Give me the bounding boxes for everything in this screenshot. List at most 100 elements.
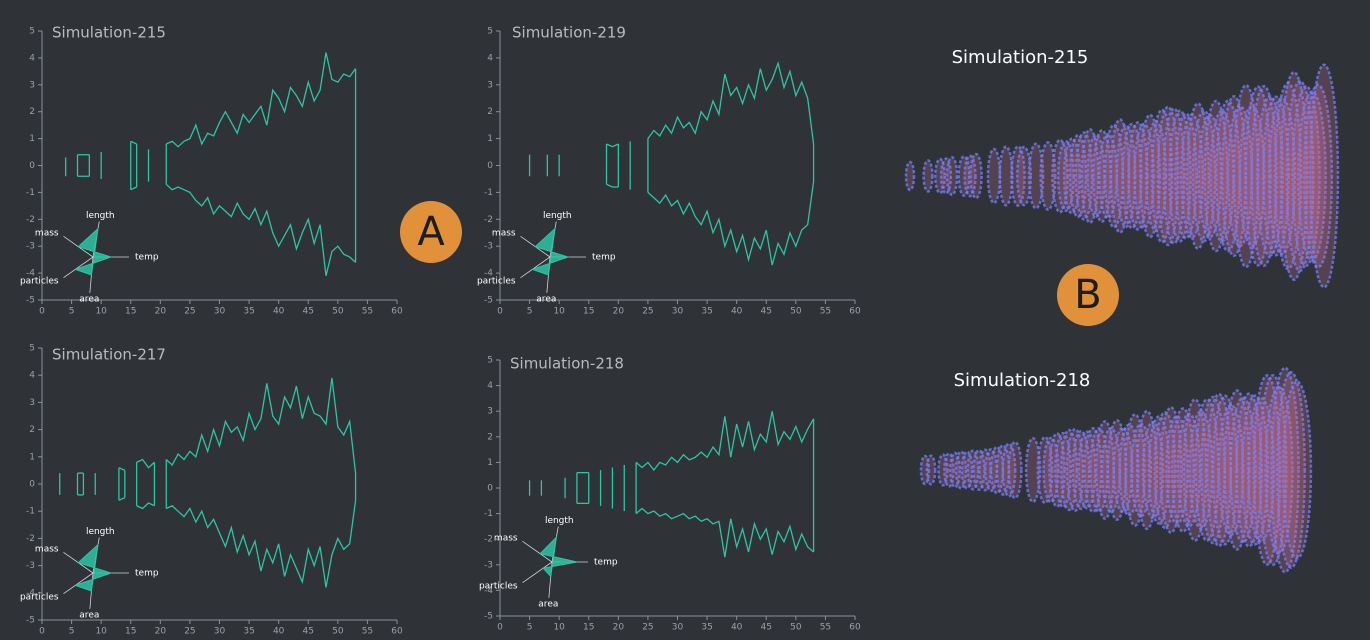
y-tick-label: -2 [484, 535, 493, 545]
x-tick-label: 25 [642, 307, 653, 317]
chart-title: Simulation-218 [510, 355, 624, 373]
glyph-label: area [538, 599, 558, 609]
x-tick-label: 55 [820, 307, 831, 317]
x-tick-label: 0 [497, 623, 503, 633]
marker-badge [400, 201, 462, 263]
render-ring [1275, 370, 1307, 570]
x-tick-label: 0 [497, 307, 503, 317]
x-tick-label: 15 [125, 307, 136, 317]
y-tick-label: 5 [487, 356, 493, 366]
glyph-label: temp [135, 569, 159, 579]
y-tick-label: -4 [484, 269, 493, 279]
profile-line [635, 411, 815, 472]
render-ring [1200, 395, 1226, 545]
x-tick-label: 20 [613, 623, 625, 633]
y-tick-label: -3 [484, 242, 493, 252]
y-tick-label: 5 [29, 27, 35, 37]
render-ring [1001, 442, 1017, 498]
y-tick-label: 4 [487, 381, 493, 391]
x-tick-label: 45 [761, 623, 772, 633]
render-ring [1007, 440, 1023, 500]
x-tick-label: 55 [820, 623, 831, 633]
x-tick-label: 35 [701, 623, 712, 633]
x-tick-label: 5 [527, 623, 533, 633]
y-tick-label: 4 [487, 53, 493, 63]
glyph-label: temp [135, 253, 159, 263]
x-tick-label: 60 [849, 623, 861, 633]
x-tick-label: 60 [391, 627, 403, 637]
glyph-spoke [522, 541, 553, 563]
render-ring [1156, 105, 1180, 247]
x-tick-label: 60 [849, 307, 861, 317]
view-title: Simulation-215 [952, 47, 1089, 68]
render-ring [969, 152, 983, 200]
x-tick-label: 50 [790, 307, 802, 317]
glyph-label: temp [592, 253, 616, 263]
x-tick-label: 5 [527, 307, 533, 317]
chart-title: Simulation-217 [52, 346, 166, 364]
marker-label: A [417, 209, 445, 255]
profile-line [165, 377, 357, 474]
render-ring [1281, 380, 1313, 560]
glyph-label: particles [477, 277, 516, 287]
glyph-label: length [86, 527, 115, 537]
render-ring [1147, 415, 1171, 525]
y-tick-label: -4 [484, 586, 493, 596]
render-ring [986, 147, 1002, 205]
x-tick-label: 15 [583, 307, 594, 317]
render-ring [1042, 436, 1060, 504]
render-ring [1129, 422, 1153, 518]
render-ring [1191, 109, 1217, 243]
glyph-label: mass [35, 228, 59, 238]
x-tick-label: 45 [303, 627, 314, 637]
glyph-shape [73, 227, 113, 276]
glyph-label: particles [20, 593, 59, 603]
render-ring [937, 453, 949, 487]
x-tick-label: 0 [39, 307, 45, 317]
y-tick-label: 0 [487, 484, 493, 494]
y-tick-label: 2 [487, 107, 493, 117]
x-tick-label: 10 [553, 623, 565, 633]
render-ring [1258, 374, 1288, 566]
render-ring [1016, 145, 1032, 207]
render-ring [1051, 138, 1069, 214]
x-tick-label: 15 [125, 627, 136, 637]
render-ring [1291, 84, 1321, 268]
y-tick-label: -1 [484, 188, 493, 198]
y-tick-label: 1 [487, 458, 493, 468]
render-ring [1150, 108, 1174, 244]
glyph-spoke [520, 256, 551, 278]
render-ring [1244, 85, 1272, 267]
profile-line [118, 467, 126, 471]
glyph-label: particles [20, 277, 59, 287]
x-tick-label: 20 [613, 307, 625, 317]
y-tick-label: 3 [487, 407, 493, 417]
profile-line [118, 497, 126, 501]
x-tick-label: 40 [731, 307, 743, 317]
y-tick-label: 4 [29, 371, 35, 381]
y-tick-label: -3 [484, 560, 493, 570]
x-tick-label: 35 [243, 627, 254, 637]
render-ring [972, 449, 986, 491]
profile-line [130, 186, 137, 191]
render-ring [945, 156, 959, 196]
render-ring [1127, 121, 1149, 231]
y-tick-label: 2 [29, 107, 35, 117]
x-tick-label: 45 [303, 307, 314, 317]
y-tick-label: -2 [26, 534, 35, 544]
y-tick-label: -1 [484, 509, 493, 519]
y-tick-label: -5 [26, 616, 35, 626]
y-tick-label: 4 [29, 53, 35, 63]
render-ring [1162, 107, 1186, 245]
x-tick-label: 30 [214, 627, 226, 637]
x-tick-label: 20 [155, 627, 167, 637]
y-tick-label: -2 [26, 215, 35, 225]
x-tick-label: 40 [273, 307, 285, 317]
render-ring [1024, 437, 1042, 503]
render-ring [925, 454, 937, 486]
x-tick-label: 50 [332, 627, 344, 637]
render-ring [1308, 63, 1340, 289]
x-tick-label: 5 [69, 307, 75, 317]
